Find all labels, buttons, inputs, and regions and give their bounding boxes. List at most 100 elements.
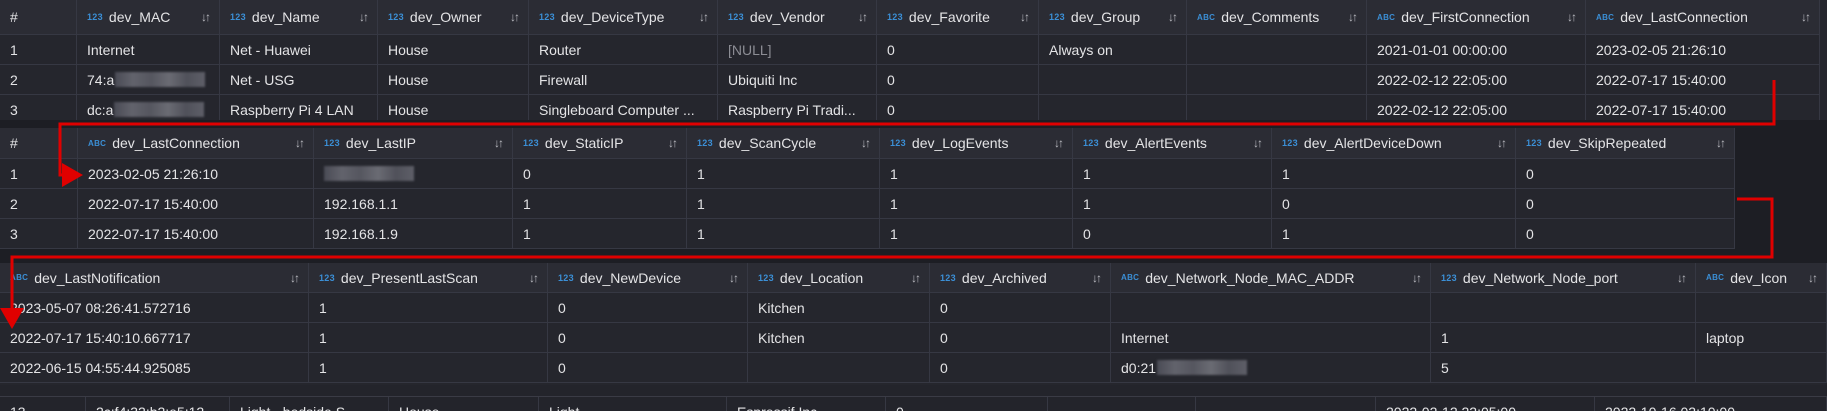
table-cell[interactable]: 0 <box>1073 219 1272 249</box>
sort-arrows-icon[interactable]: ↓↑ <box>1567 10 1577 24</box>
table-cell[interactable]: Ubiquiti Inc <box>718 65 877 95</box>
table-row[interactable]: 2023-05-07 08:26:41.572716 1 0 Kitchen 0 <box>0 293 1827 323</box>
table-cell[interactable] <box>1048 397 1196 411</box>
table-cell[interactable]: 2022-07-17 15:40:00 <box>78 189 314 219</box>
sort-arrows-icon[interactable]: ↓↑ <box>858 10 868 24</box>
column-header-dev-mac[interactable]: 123 dev_MAC ↓↑ <box>77 0 220 35</box>
table-cell[interactable]: 0 <box>548 353 748 383</box>
table-cell[interactable]: 0 <box>1516 219 1735 249</box>
column-header-dev-network-node-port[interactable]: 123 dev_Network_Node_port ↓↑ <box>1431 263 1696 293</box>
table-cell[interactable]: 74:a <box>77 65 220 95</box>
sort-arrows-icon[interactable]: ↓↑ <box>290 270 300 285</box>
sort-arrows-icon[interactable]: ↓↑ <box>1497 136 1507 150</box>
column-header-dev-name[interactable]: 123 dev_Name ↓↑ <box>220 0 378 35</box>
table-cell[interactable]: 0 <box>548 293 748 323</box>
column-header-dev-logevents[interactable]: 123 dev_LogEvents ↓↑ <box>880 128 1073 159</box>
table-row[interactable]: 132c:f4:32:b2:e5:12Light - bedside SHous… <box>0 396 1827 411</box>
table-cell[interactable]: 0 <box>1516 189 1735 219</box>
table-cell[interactable]: Internet <box>1111 323 1431 353</box>
sort-arrows-icon[interactable]: ↓↑ <box>295 136 305 150</box>
table-cell[interactable]: House <box>378 35 529 65</box>
table-cell[interactable]: Internet <box>77 35 220 65</box>
sort-arrows-icon[interactable]: ↓↑ <box>729 270 739 285</box>
table-cell[interactable]: Raspberry Pi 4 LAN <box>220 95 378 120</box>
table-row[interactable]: 2 2022-07-17 15:40:00 192.168.1.1 1 1 1 1 0 0 <box>0 189 1735 219</box>
table-cell[interactable]: 1 <box>1073 159 1272 189</box>
sort-arrows-icon[interactable]: ↓↑ <box>1801 10 1811 24</box>
table-cell[interactable]: [NULL] <box>718 35 877 65</box>
sort-arrows-icon[interactable]: ↓↑ <box>699 10 709 24</box>
sort-arrows-icon[interactable]: ↓↑ <box>1168 10 1178 24</box>
table-cell[interactable]: 3 <box>0 219 78 249</box>
table-cell[interactable]: 2 <box>0 189 78 219</box>
table-cell[interactable]: 0 <box>877 35 1039 65</box>
table-cell[interactable]: 0 <box>1516 159 1735 189</box>
column-header-dev-archived[interactable]: 123 dev_Archived ↓↑ <box>930 263 1111 293</box>
table-cell[interactable]: Net - Huawei <box>220 35 378 65</box>
table-cell[interactable]: 2022-07-17 15:40:00 <box>78 219 314 249</box>
column-header-dev-alertevents[interactable]: 123 dev_AlertEvents ↓↑ <box>1073 128 1272 159</box>
table-cell[interactable]: 2c:f4:32:b2:e5:12 <box>86 397 230 411</box>
column-header-dev-newdevice[interactable]: 123 dev_NewDevice ↓↑ <box>548 263 748 293</box>
sort-arrows-icon[interactable]: ↓↑ <box>359 10 369 24</box>
table-cell[interactable]: 2023-02-05 21:26:10 <box>1586 35 1820 65</box>
table-cell[interactable]: 192.168.1.1 <box>314 189 513 219</box>
table-cell[interactable]: 1 <box>1431 323 1696 353</box>
table-cell[interactable]: 2023-05-07 08:26:41.572716 <box>0 293 309 323</box>
column-header-dev-skiprepeated[interactable]: 123 dev_SkipRepeated ↓↑ <box>1516 128 1735 159</box>
table-cell[interactable]: laptop <box>1696 323 1827 353</box>
table-cell[interactable]: d0:21 <box>1111 353 1431 383</box>
column-header-dev-devicetype[interactable]: 123 dev_DeviceType ↓↑ <box>529 0 718 35</box>
table-cell[interactable]: 1 <box>687 219 880 249</box>
table-cell[interactable]: Always on <box>1039 35 1187 65</box>
table-cell[interactable]: 1 <box>309 323 548 353</box>
table-cell[interactable] <box>1187 95 1367 120</box>
table-cell[interactable]: Light - bedside S <box>230 397 389 411</box>
table-cell[interactable] <box>1039 65 1187 95</box>
table-cell[interactable]: 1 <box>0 159 78 189</box>
table-row[interactable]: 1 Internet Net - Huawei House Router [NULL] 0 A… <box>0 35 1820 65</box>
table-cell[interactable]: 1 <box>880 219 1073 249</box>
table-cell[interactable]: 0 <box>930 323 1111 353</box>
sort-arrows-icon[interactable]: ↓↑ <box>1092 270 1102 285</box>
table-cell[interactable] <box>1696 293 1827 323</box>
table-cell[interactable] <box>748 353 930 383</box>
table-cell[interactable]: 0 <box>877 65 1039 95</box>
table-cell[interactable]: 2022-02-12 22:05:00 <box>1367 95 1586 120</box>
sort-arrows-icon[interactable]: ↓↑ <box>1253 136 1263 150</box>
table-cell[interactable]: 1 <box>513 219 687 249</box>
table-cell[interactable]: 2022-10-16 02:10:00 <box>1595 397 1827 411</box>
column-header-dev-firstconnection[interactable]: ABC dev_FirstConnection ↓↑ <box>1367 0 1586 35</box>
table-cell[interactable] <box>1187 65 1367 95</box>
table-cell[interactable]: Light <box>539 397 727 411</box>
sort-arrows-icon[interactable]: ↓↑ <box>201 10 211 24</box>
table-row[interactable]: 2 74:a Net - USG House Firewall Ubiquiti Inc 0… <box>0 65 1820 95</box>
table-cell[interactable]: 1 <box>513 189 687 219</box>
sort-arrows-icon[interactable]: ↓↑ <box>668 136 678 150</box>
table-cell[interactable]: dc:a <box>77 95 220 120</box>
table-cell[interactable]: 1 <box>687 189 880 219</box>
column-header-row-number[interactable]: # <box>0 128 78 159</box>
column-header-dev-lastconnection[interactable]: ABC dev_LastConnection ↓↑ <box>1586 0 1820 35</box>
table-cell[interactable]: 1 <box>880 159 1073 189</box>
table-cell[interactable]: 1 <box>880 189 1073 219</box>
table-cell[interactable]: Kitchen <box>748 293 930 323</box>
table-cell[interactable]: 192.168.1.9 <box>314 219 513 249</box>
table-row[interactable]: 1 2023-02-05 21:26:10 0 1 1 1 1 0 <box>0 159 1735 189</box>
table-cell[interactable]: Firewall <box>529 65 718 95</box>
table-cell[interactable] <box>1039 95 1187 120</box>
table-cell[interactable] <box>1431 293 1696 323</box>
table-cell[interactable]: 3 <box>0 95 77 120</box>
sort-arrows-icon[interactable]: ↓↑ <box>1054 136 1064 150</box>
table-cell[interactable]: Kitchen <box>748 323 930 353</box>
table-cell[interactable]: Raspberry Pi Tradi... <box>718 95 877 120</box>
table-row[interactable]: 3 dc:a Raspberry Pi 4 LAN House Singleboard … <box>0 95 1820 120</box>
table-cell[interactable]: 2022-02-12 22:05:00 <box>1367 65 1586 95</box>
column-header-dev-network-node-mac-addr[interactable]: ABC dev_Network_Node_MAC_ADDR ↓↑ <box>1111 263 1431 293</box>
table-cell[interactable] <box>1187 35 1367 65</box>
table-cell[interactable]: 0 <box>930 353 1111 383</box>
table-cell[interactable]: 2022-02-12 22:05:00 <box>1376 397 1595 411</box>
sort-arrows-icon[interactable]: ↓↑ <box>1808 270 1818 285</box>
table-cell[interactable]: 2 <box>0 65 77 95</box>
column-header-dev-alertdevicedown[interactable]: 123 dev_AlertDeviceDown ↓↑ <box>1272 128 1516 159</box>
